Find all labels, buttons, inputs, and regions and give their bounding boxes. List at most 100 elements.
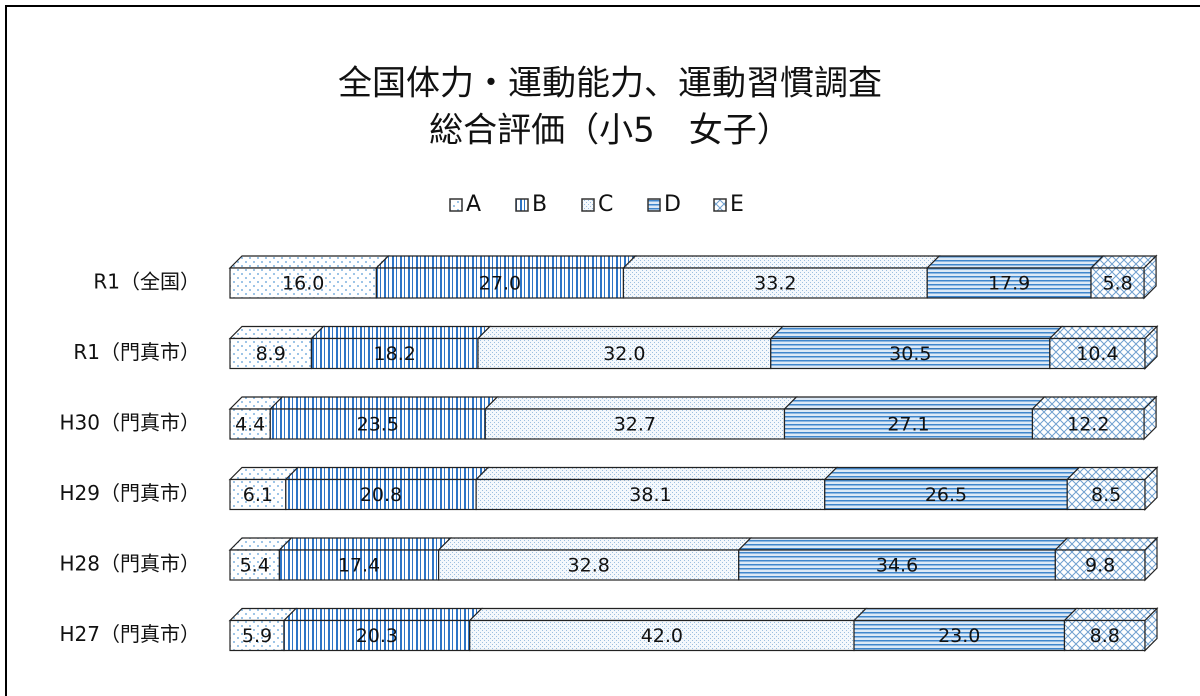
bar-top — [483, 396, 798, 410]
legend-swatch — [713, 198, 727, 212]
bar-top — [268, 396, 499, 410]
bar — [285, 478, 477, 511]
bar-top — [1065, 466, 1159, 481]
bar — [1031, 408, 1145, 440]
bar-top — [1031, 396, 1158, 410]
bar-side — [1144, 466, 1158, 511]
bar-top — [476, 325, 785, 340]
bar — [229, 619, 285, 652]
legend-label: C — [598, 192, 613, 217]
bar — [738, 549, 1056, 581]
bar-top — [282, 607, 484, 622]
value-label: 4.4 — [235, 414, 265, 436]
value-label: 9.8 — [1085, 555, 1115, 577]
legend-swatch — [515, 198, 529, 212]
bar-side — [1144, 325, 1158, 370]
value-label: 16.0 — [282, 273, 324, 295]
category-label: H29（門真市） — [60, 481, 201, 505]
bar — [1090, 267, 1145, 299]
value-label: 32.8 — [568, 555, 610, 577]
value-label: 10.4 — [1076, 343, 1118, 365]
value-label: 32.0 — [603, 343, 645, 365]
chart-subtitle: 総合評価（小5 女子） — [429, 111, 791, 151]
category-label: H28（門真市） — [60, 552, 201, 576]
legend-swatch — [647, 198, 661, 212]
value-label: 17.4 — [338, 555, 380, 577]
bar — [475, 478, 826, 511]
bar — [278, 549, 440, 581]
value-label: 30.5 — [889, 343, 931, 365]
value-label: 18.2 — [374, 343, 416, 365]
value-label: 5.8 — [1102, 273, 1132, 295]
bar-top — [783, 396, 1046, 410]
bar-top — [1053, 537, 1159, 551]
value-label: 20.3 — [356, 625, 398, 647]
bar — [375, 267, 625, 299]
bar-top — [852, 607, 1078, 622]
legend-label: B — [532, 192, 547, 217]
bar-top — [374, 255, 637, 269]
bar-top — [769, 325, 1064, 340]
bar — [484, 408, 786, 440]
bar — [229, 478, 287, 511]
chart-title: 全国体力・運動能力、運動習慣調査 — [338, 64, 882, 104]
bar-top — [228, 255, 390, 269]
bar — [269, 408, 486, 440]
bar-side — [1143, 395, 1157, 441]
legend-swatch — [449, 198, 463, 212]
value-label: 33.2 — [754, 273, 796, 295]
value-label: 32.7 — [614, 414, 656, 436]
value-label: 8.8 — [1090, 625, 1120, 647]
bar-top — [284, 466, 490, 481]
frame — [5, 5, 1200, 696]
bar-top — [468, 607, 868, 622]
legend-label: E — [730, 192, 744, 217]
bar-top — [622, 255, 941, 269]
bar — [229, 337, 313, 370]
value-label: 27.0 — [479, 273, 521, 295]
value-label: 12.2 — [1067, 414, 1109, 436]
value-label: 5.9 — [242, 625, 272, 647]
bar-top — [309, 325, 492, 340]
bar — [770, 337, 1051, 370]
bar-top — [925, 255, 1105, 269]
bar — [438, 549, 740, 581]
value-label: 23.0 — [938, 625, 980, 647]
bar — [853, 619, 1066, 652]
bar — [1066, 478, 1146, 511]
value-label: 8.9 — [256, 343, 286, 365]
bar-top — [823, 466, 1081, 481]
legend-swatch — [581, 198, 595, 212]
value-label: 17.9 — [988, 273, 1030, 295]
bar — [310, 337, 479, 370]
value-label: 42.0 — [641, 625, 683, 647]
bar — [1054, 549, 1146, 581]
value-label: 26.5 — [925, 484, 967, 506]
value-label: 5.4 — [240, 555, 270, 577]
legend-label: D — [664, 192, 681, 217]
bar-side — [1144, 607, 1158, 652]
value-label: 6.1 — [243, 484, 273, 506]
value-label: 23.5 — [357, 414, 399, 436]
bar-top — [1063, 607, 1159, 622]
bar-top — [474, 466, 839, 481]
value-label: 34.6 — [876, 555, 918, 577]
category-label: H27（門真市） — [60, 622, 201, 646]
value-label: 20.8 — [360, 484, 402, 506]
bar — [622, 267, 928, 299]
bar — [1049, 337, 1146, 370]
category-label: R1（全国） — [93, 270, 200, 294]
value-label: 27.1 — [887, 414, 929, 436]
category-label: R1（門真市） — [73, 340, 200, 364]
bar — [229, 267, 377, 299]
bar-top — [737, 537, 1069, 551]
bar-top — [1048, 325, 1159, 340]
legend-label: A — [466, 192, 481, 217]
bar — [477, 337, 772, 370]
bar — [926, 267, 1092, 299]
category-label: H30（門真市） — [60, 411, 201, 435]
bar-top — [228, 325, 325, 340]
value-label: 8.5 — [1091, 484, 1121, 506]
bar-side — [1143, 254, 1157, 300]
